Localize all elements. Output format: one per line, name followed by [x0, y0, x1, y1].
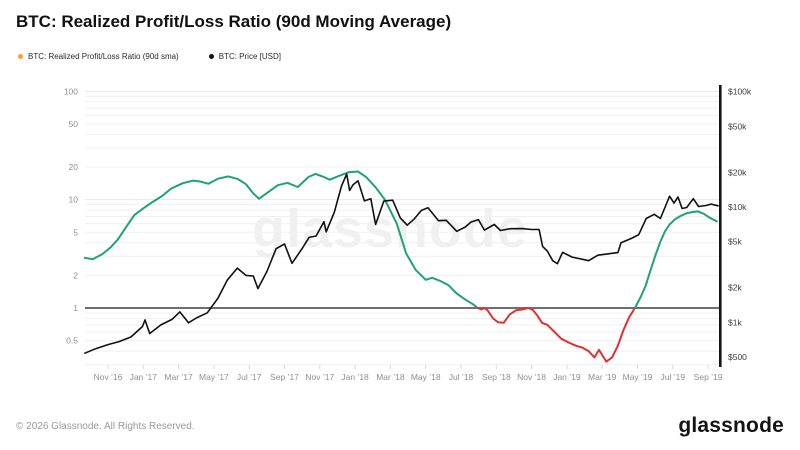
- right-axis-bar: [719, 85, 722, 367]
- right-axis-tick-label: $10k: [728, 202, 747, 212]
- left-axis-tick-label: 10: [69, 195, 79, 205]
- x-axis-tick-label: Mar ’19: [588, 372, 617, 382]
- glassnode-logo[interactable]: glassnode: [678, 414, 784, 437]
- right-axis-tick-label: $1k: [728, 317, 742, 327]
- right-axis-tick-label: $20k: [728, 167, 747, 177]
- left-axis-tick-label: 50: [69, 119, 79, 129]
- x-axis-tick-label: Sep ’19: [694, 372, 723, 382]
- x-axis-tick-label: Mar ’17: [164, 372, 193, 382]
- legend-item-ratio[interactable]: BTC: Realized Profit/Loss Ratio (90d sma…: [18, 52, 179, 61]
- page-title: BTC: Realized Profit/Loss Ratio (90d Mov…: [16, 12, 452, 31]
- right-axis-tick-label: $5k: [728, 237, 742, 247]
- x-axis-tick-label: Jan ’19: [553, 372, 581, 382]
- legend-label-ratio: BTC: Realized Profit/Loss Ratio (90d sma…: [28, 52, 179, 61]
- left-axis-tick-label: 20: [69, 162, 79, 172]
- legend-item-price[interactable]: BTC: Price [USD]: [208, 52, 281, 61]
- x-axis-tick-label: Nov ’18: [517, 372, 546, 382]
- x-axis-tick-label: Jul ’17: [237, 372, 262, 382]
- right-axis-tick-label: $100k: [728, 87, 752, 97]
- x-axis-tick-label: Nov ’17: [305, 372, 334, 382]
- left-axis-tick-label: 0.5: [66, 336, 78, 346]
- x-axis-tick-label: May ’17: [199, 372, 229, 382]
- left-axis-tick-label: 100: [64, 86, 78, 96]
- left-axis-tick-label: 1: [73, 303, 78, 313]
- legend-dot-ratio-icon: [18, 54, 23, 59]
- ratio-line-above-1: [83, 170, 479, 309]
- x-axis-tick-label: Sep ’17: [270, 372, 299, 382]
- copyright-text: © 2026 Glassnode. All Rights Reserved.: [16, 421, 195, 432]
- right-axis-tick-label: $2k: [728, 283, 742, 293]
- x-axis-tick-label: Nov ’16: [94, 372, 123, 382]
- legend-dot-price-icon: [208, 54, 214, 59]
- x-axis-tick-label: Sep ’18: [482, 372, 511, 382]
- ratio-line-above-1: [633, 210, 718, 309]
- legend: BTC: Realized Profit/Loss Ratio (90d sma…: [18, 52, 281, 61]
- x-axis-tick-label: Jul ’18: [449, 372, 474, 382]
- x-axis-tick-label: Jul ’19: [661, 372, 686, 382]
- x-axis-tick-label: Jan ’17: [130, 372, 158, 382]
- left-axis-tick-label: 5: [73, 227, 78, 237]
- x-axis-tick-label: May ’19: [623, 372, 653, 382]
- x-axis-tick-label: May ’18: [411, 372, 441, 382]
- legend-label-price: BTC: Price [USD]: [218, 52, 281, 61]
- x-axis-tick-label: Mar ’18: [376, 372, 405, 382]
- x-axis-tick-label: Jan ’18: [341, 372, 369, 382]
- price-line: [84, 173, 719, 355]
- ratio-line-below-1: [527, 307, 636, 363]
- right-axis-tick-label: $500: [728, 352, 747, 362]
- right-axis-tick-label: $50k: [728, 121, 747, 131]
- ratio-line-below-1: [482, 307, 530, 324]
- left-axis-tick-label: 2: [73, 270, 78, 280]
